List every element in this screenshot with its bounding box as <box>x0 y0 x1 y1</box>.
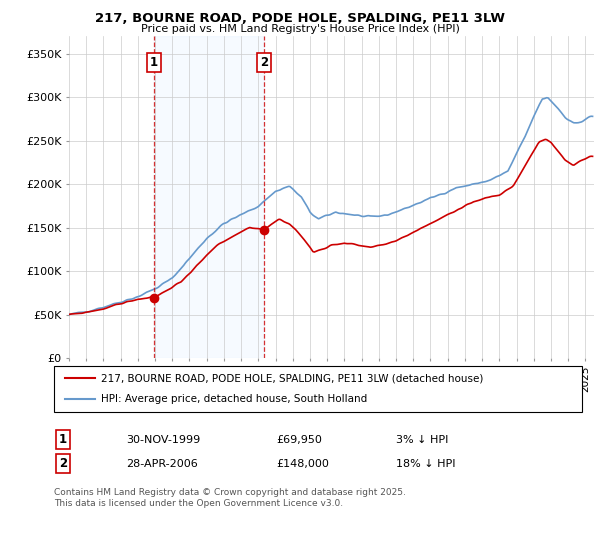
Text: 1: 1 <box>59 433 67 446</box>
Text: HPI: Average price, detached house, South Holland: HPI: Average price, detached house, Sout… <box>101 394 367 404</box>
Text: £148,000: £148,000 <box>276 459 329 469</box>
Text: Price paid vs. HM Land Registry's House Price Index (HPI): Price paid vs. HM Land Registry's House … <box>140 24 460 34</box>
Text: 2: 2 <box>260 56 268 69</box>
Text: 2: 2 <box>59 457 67 470</box>
Text: 3% ↓ HPI: 3% ↓ HPI <box>396 435 448 445</box>
Text: 217, BOURNE ROAD, PODE HOLE, SPALDING, PE11 3LW: 217, BOURNE ROAD, PODE HOLE, SPALDING, P… <box>95 12 505 25</box>
Text: 217, BOURNE ROAD, PODE HOLE, SPALDING, PE11 3LW (detached house): 217, BOURNE ROAD, PODE HOLE, SPALDING, P… <box>101 373 483 383</box>
Text: 30-NOV-1999: 30-NOV-1999 <box>126 435 200 445</box>
Text: £69,950: £69,950 <box>276 435 322 445</box>
Text: Contains HM Land Registry data © Crown copyright and database right 2025.
This d: Contains HM Land Registry data © Crown c… <box>54 488 406 508</box>
Bar <box>154 36 264 358</box>
Text: 18% ↓ HPI: 18% ↓ HPI <box>396 459 455 469</box>
Text: 1: 1 <box>149 56 158 69</box>
Text: 28-APR-2006: 28-APR-2006 <box>126 459 198 469</box>
